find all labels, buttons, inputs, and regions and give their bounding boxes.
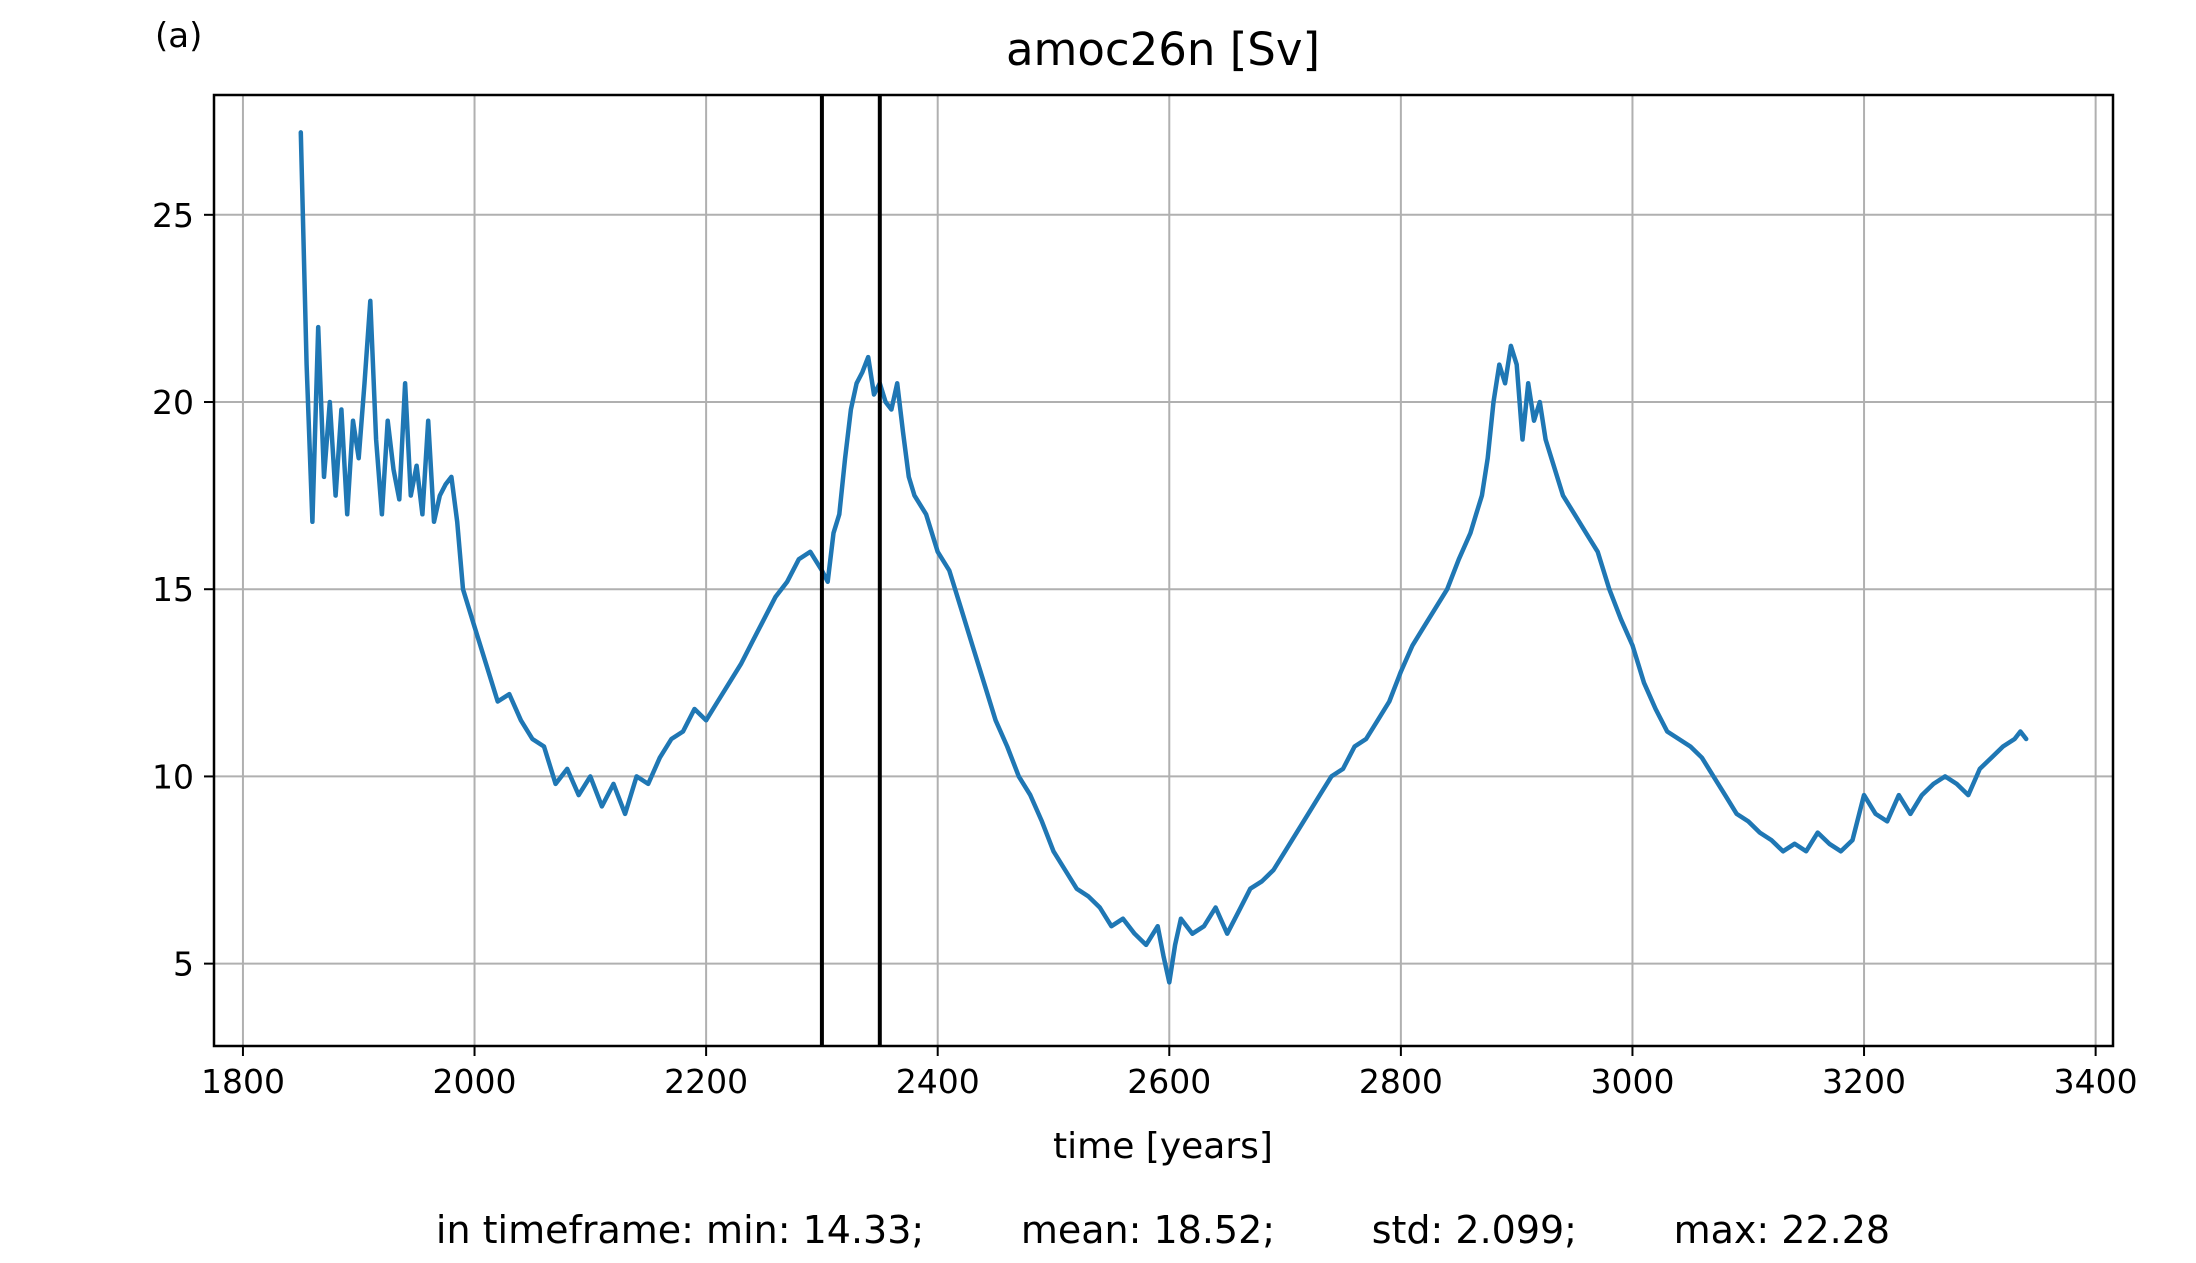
plot-frame	[212, 93, 2115, 1048]
y-tick-label: 5	[173, 945, 194, 984]
x-tick-label: 2400	[896, 1062, 980, 1101]
x-axis-label: time [years]	[1053, 1126, 1273, 1167]
y-tick-label: 25	[152, 196, 194, 235]
x-tick-label: 2600	[1127, 1062, 1211, 1101]
grid-layer	[214, 95, 2113, 1046]
data-layer	[298, 130, 2029, 985]
y-tick-label: 10	[152, 757, 194, 796]
tick-layer: 1800 2000 2200 2400 2600 2800 3000 3200 3400 5 10 1…	[152, 196, 2138, 1101]
x-tick-label: 3400	[2054, 1062, 2138, 1101]
marker-layer	[819, 95, 882, 1046]
x-tick-label: 1800	[201, 1062, 285, 1101]
x-tick-label: 2200	[664, 1062, 748, 1101]
y-tick-label: 15	[152, 570, 194, 609]
x-tick-label: 3200	[1822, 1062, 1906, 1101]
y-tick-label: 20	[152, 383, 194, 422]
panel-label: (a)	[155, 16, 202, 56]
x-tick-label: 2000	[433, 1062, 517, 1101]
series-line	[298, 130, 2029, 985]
stats-summary: in timeframe: min: 14.33; mean: 18.52; s…	[436, 1208, 1890, 1252]
x-tick-label: 3000	[1590, 1062, 1674, 1101]
chart-title: amoc26n [Sv]	[1006, 23, 1320, 76]
x-tick-label: 2800	[1359, 1062, 1443, 1101]
